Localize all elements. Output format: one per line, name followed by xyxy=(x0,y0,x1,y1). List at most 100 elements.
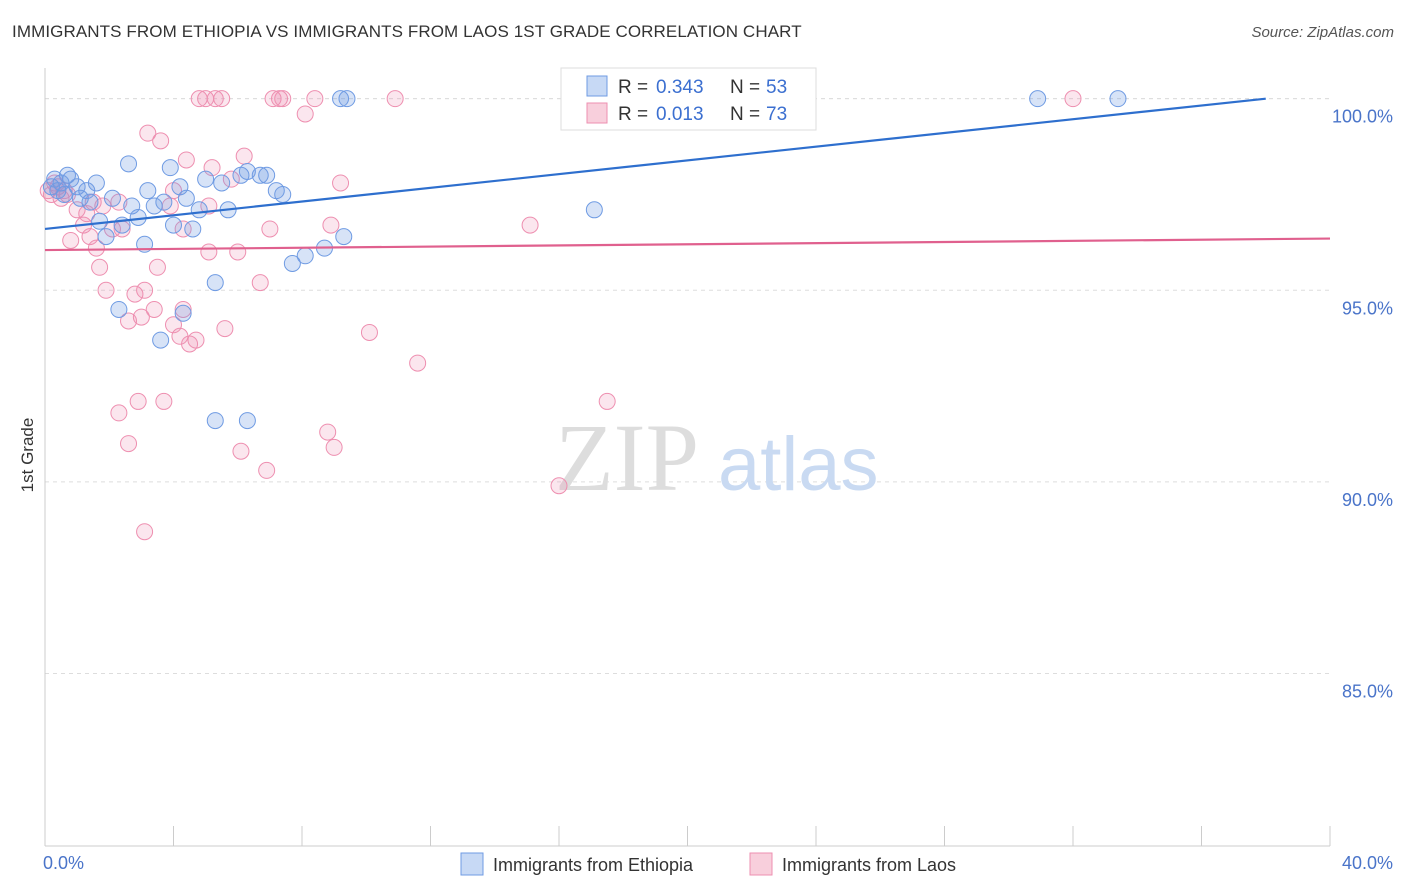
laos-point xyxy=(152,132,170,150)
laos-point xyxy=(174,300,192,318)
laos-point xyxy=(120,312,138,330)
ethiopia-point xyxy=(91,212,109,230)
laos-point xyxy=(258,461,276,479)
ethiopia-point xyxy=(335,228,353,246)
ethiopia-point xyxy=(238,412,256,430)
laos-point xyxy=(62,231,80,249)
ethiopia-point xyxy=(332,90,350,108)
legend-r-label-2: R = xyxy=(618,104,648,125)
laos-point xyxy=(213,90,231,108)
ethiopia-point xyxy=(55,185,73,203)
laos-point xyxy=(235,147,253,165)
laos-point xyxy=(550,477,568,495)
ethiopia-point xyxy=(296,247,314,265)
laos-points xyxy=(39,90,1082,541)
laos-point xyxy=(229,243,247,261)
ethiopia-point xyxy=(152,331,170,349)
x-ticks xyxy=(44,826,1331,846)
ethiopia-point xyxy=(258,166,276,184)
laos-point xyxy=(206,90,224,108)
y-axis-title: 1st Grade xyxy=(18,418,37,493)
chart-source: Source: ZipAtlas.com xyxy=(1251,24,1394,41)
laos-point xyxy=(1064,90,1082,108)
y-tick-label: 100.0% xyxy=(1332,107,1393,127)
legend-n-label-2: N = xyxy=(730,104,760,125)
laos-point xyxy=(129,392,147,410)
ethiopia-point xyxy=(177,189,195,207)
chart-title: IMMIGRANTS FROM ETHIOPIA VS IMMIGRANTS F… xyxy=(12,22,802,41)
ethiopia-point xyxy=(103,189,121,207)
legend-n-ethiopia: 53 xyxy=(766,77,787,98)
laos-point xyxy=(322,216,340,234)
laos-point xyxy=(165,316,182,334)
y-tick-label: 95.0% xyxy=(1342,298,1393,318)
ethiopia-point xyxy=(190,201,208,219)
laos-point xyxy=(91,258,109,276)
laos-point xyxy=(110,404,128,422)
laos-point xyxy=(155,392,173,410)
laos-point xyxy=(136,281,154,299)
gridlines xyxy=(45,98,1330,675)
ethiopia-point xyxy=(184,220,202,238)
trend-lines xyxy=(44,97,1331,252)
ethiopia-point xyxy=(174,304,192,322)
laos-point xyxy=(145,300,163,318)
series-legend-label-ethiopia: Immigrants from Ethiopia xyxy=(493,855,694,875)
legend-r-label: R = xyxy=(618,77,648,98)
laos-point xyxy=(174,220,192,238)
y-tick-labels: 85.0% 90.0% 95.0% 100.0% xyxy=(1332,107,1393,702)
laos-point xyxy=(177,151,195,169)
y-tick-label: 85.0% xyxy=(1342,682,1393,702)
ethiopia-point xyxy=(213,174,231,192)
laos-point xyxy=(126,285,144,303)
correlation-legend: R = 0.343 N = 53 R = 0.013 N = 73 xyxy=(560,67,817,131)
laos-point xyxy=(264,90,282,108)
ethiopia-point xyxy=(283,254,301,272)
laos-point xyxy=(409,354,427,372)
ethiopia-point xyxy=(274,185,292,203)
laos-point xyxy=(200,243,218,261)
laos-point xyxy=(306,90,324,108)
ethiopia-point xyxy=(120,155,138,173)
legend-swatch-laos xyxy=(586,102,608,124)
watermark-atlas: atlas xyxy=(718,422,879,507)
ethiopia-point xyxy=(161,159,179,177)
ethiopia-point xyxy=(155,193,173,211)
legend-swatch-ethiopia xyxy=(586,75,608,97)
series-legend: Immigrants from Ethiopia Immigrants from… xyxy=(460,852,956,876)
laos-point xyxy=(87,239,105,257)
legend-n-label: N = xyxy=(730,77,760,98)
laos-point xyxy=(598,392,616,410)
laos-point xyxy=(232,442,250,460)
watermark-zip: ZIP xyxy=(555,404,699,511)
laos-point xyxy=(139,124,157,142)
ethiopia-point xyxy=(206,412,224,430)
laos-point xyxy=(319,423,337,441)
ethiopia-point xyxy=(206,274,224,292)
ethiopia-point xyxy=(110,300,128,318)
legend-r-laos: 0.013 xyxy=(656,104,704,125)
laos-point xyxy=(251,274,269,292)
series-legend-swatch-laos xyxy=(749,852,773,876)
x-tick-label-max: 40.0% xyxy=(1342,853,1393,873)
ethiopia-point xyxy=(197,170,215,188)
x-tick-label-min: 0.0% xyxy=(43,853,84,873)
legend-r-ethiopia: 0.343 xyxy=(656,77,704,98)
ethiopia-point xyxy=(139,182,157,200)
ethiopia-point xyxy=(145,197,163,215)
laos-point xyxy=(360,323,378,341)
laos-point xyxy=(187,331,205,349)
laos-point xyxy=(274,90,292,108)
ethiopia-point xyxy=(238,162,256,180)
laos-point xyxy=(521,216,539,234)
series-legend-swatch-ethiopia xyxy=(460,852,484,876)
laos-point xyxy=(97,281,115,299)
laos-point xyxy=(386,90,404,108)
laos-point xyxy=(222,170,240,188)
laos-trend-line xyxy=(44,237,1331,252)
ethiopia-point xyxy=(585,201,603,219)
laos-point xyxy=(120,435,138,453)
ethiopia-point xyxy=(87,174,105,192)
laos-point xyxy=(261,220,279,238)
